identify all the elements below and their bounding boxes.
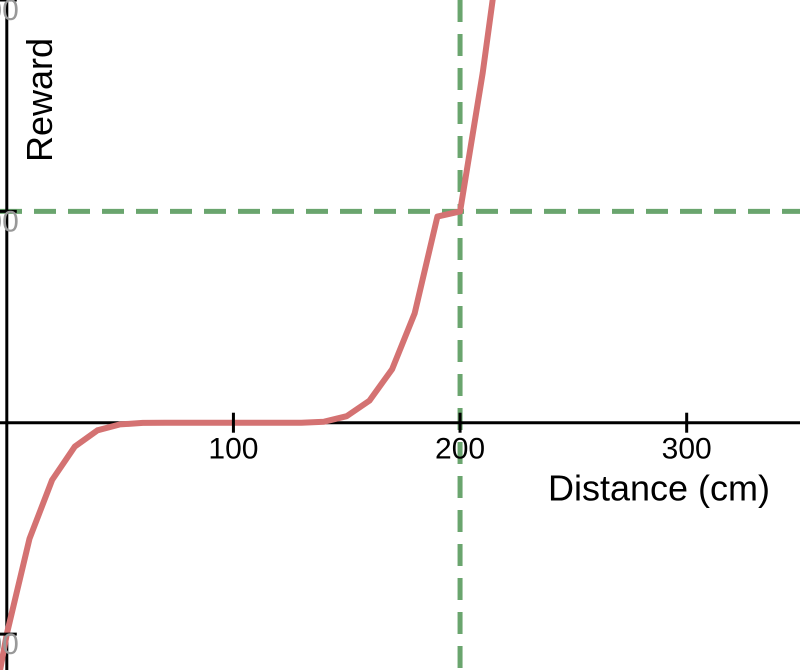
y-tick-label: -100: [0, 628, 19, 661]
x-tick-label: 100: [208, 433, 258, 466]
y-tick-label: 200: [0, 0, 19, 27]
series-curve: [0, 0, 496, 670]
x-tick-label: 300: [662, 433, 712, 466]
x-tick-label: 200: [435, 433, 485, 466]
y-axis-label: Reward: [19, 38, 60, 162]
x-axis-label: Distance (cm): [548, 468, 770, 509]
y-tick-label: 100: [0, 205, 19, 238]
